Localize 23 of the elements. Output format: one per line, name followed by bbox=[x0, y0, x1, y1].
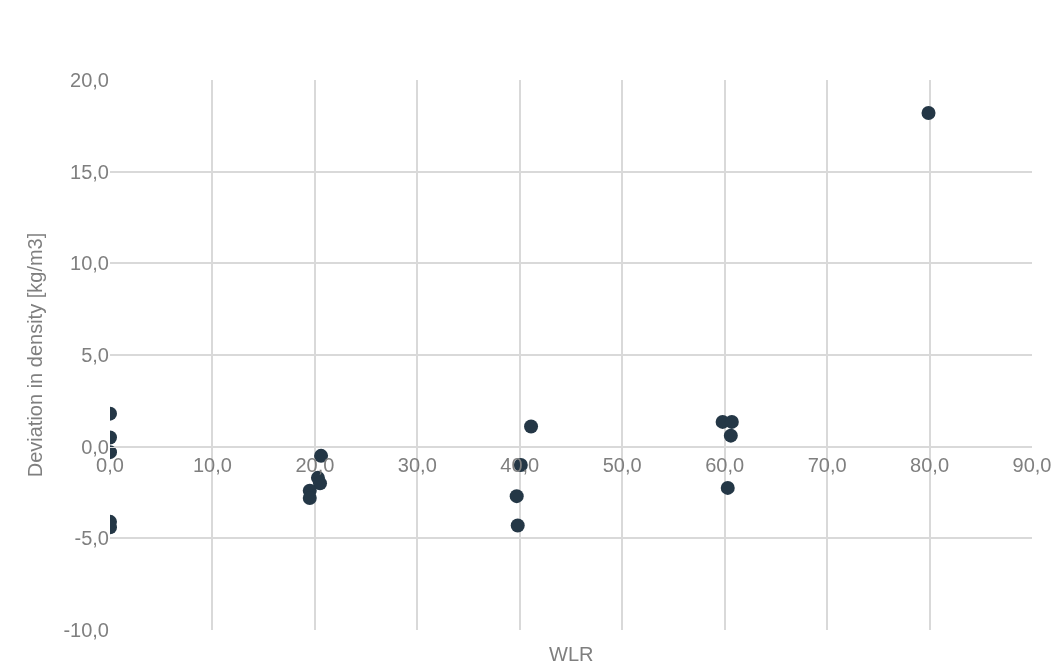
y-tick-label: -5,0 bbox=[74, 527, 109, 550]
point bbox=[524, 419, 539, 434]
point bbox=[723, 428, 738, 443]
y-tick-label: 5,0 bbox=[81, 344, 109, 366]
y-tick-label: 20,0 bbox=[70, 69, 109, 91]
x-tick-label: 60,0 bbox=[705, 453, 745, 476]
point bbox=[509, 489, 524, 504]
x-tick-label: 70,0 bbox=[807, 453, 847, 476]
y-tick-label: 15,0 bbox=[70, 160, 109, 183]
x-tick-label: 30,0 bbox=[397, 453, 437, 476]
point bbox=[720, 480, 735, 495]
y-tick-label: -10,0 bbox=[63, 619, 109, 641]
x-tick-label: 50,0 bbox=[602, 453, 642, 476]
point bbox=[921, 106, 936, 120]
x-tick-label: 90,0 bbox=[1012, 453, 1052, 476]
x-tick-label: 20,0 bbox=[295, 453, 335, 476]
x-tick-label: 10,0 bbox=[192, 453, 232, 476]
point bbox=[313, 476, 328, 491]
point bbox=[510, 518, 525, 533]
y-axis-title: Deviation in density [kg/m3] bbox=[23, 232, 46, 478]
x-tick-label: 80,0 bbox=[910, 453, 950, 476]
x-axis-title: WLR bbox=[549, 643, 594, 663]
y-tick-label: 10,0 bbox=[70, 252, 109, 275]
